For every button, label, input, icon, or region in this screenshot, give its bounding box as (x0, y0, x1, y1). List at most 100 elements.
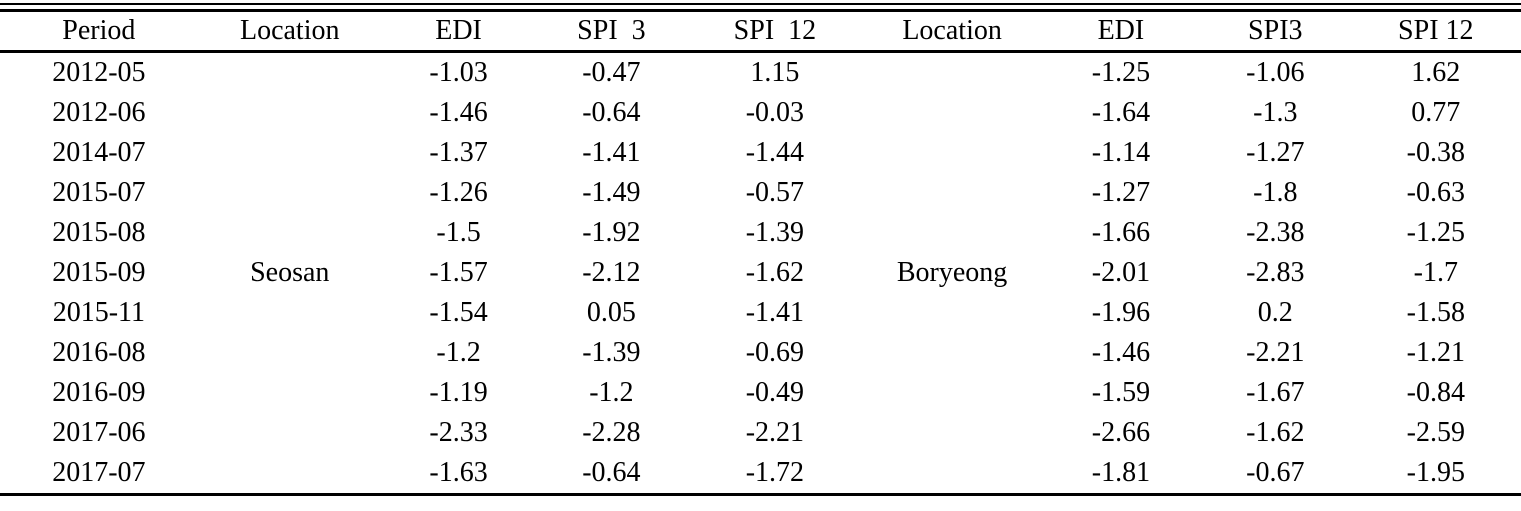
value-cell: -0.64 (582, 97, 641, 128)
value-cell: -2.33 (429, 417, 488, 448)
col-header-spi12-left: SPI 12 (687, 10, 863, 53)
table-row: 2016-09 -1.19 -1.2 -0.49 -1.59 -1.67 -0.… (0, 373, 1521, 413)
value-cell: -1.46 (429, 97, 488, 128)
period-cell: 2014-07 (52, 137, 146, 168)
value-cell: -1.3 (1253, 97, 1298, 128)
col-header-edi-right: EDI (1041, 10, 1200, 53)
location-cell-left: Seosan (250, 257, 330, 288)
value-cell: -1.66 (1091, 217, 1151, 248)
value-cell: -1.8 (1253, 177, 1298, 208)
value-cell: -1.26 (429, 177, 488, 208)
col-header-edi-left: EDI (381, 10, 536, 53)
table-row: 2015-11 -1.54 0.05 -1.41 -1.96 0.2 -1.58 (0, 293, 1521, 333)
value-cell: -1.63 (429, 457, 488, 488)
value-cell: -0.69 (745, 337, 805, 368)
value-cell: -2.59 (1406, 417, 1465, 448)
value-cell: -2.01 (1091, 257, 1151, 288)
period-cell: 2015-08 (52, 217, 146, 248)
value-cell: -1.58 (1406, 297, 1465, 328)
period-cell: 2016-09 (52, 377, 146, 408)
table-row: 2012-06 -1.46 -0.64 -0.03 -1.64 -1.3 0.7… (0, 93, 1521, 133)
value-cell: -1.57 (429, 257, 488, 288)
value-cell: -1.03 (429, 57, 488, 88)
value-cell: 0.05 (586, 297, 636, 328)
value-cell: -1.95 (1406, 457, 1465, 488)
period-cell: 2015-09 (52, 257, 146, 288)
location-cell-right: Boryeong (896, 257, 1008, 288)
value-cell: -1.39 (582, 337, 641, 368)
value-cell: -1.62 (745, 257, 805, 288)
value-cell: -1.19 (429, 377, 488, 408)
value-cell: -1.25 (1406, 217, 1465, 248)
value-cell: -1.27 (1246, 137, 1305, 168)
value-cell: -1.37 (429, 137, 488, 168)
value-cell: -1.96 (1091, 297, 1151, 328)
period-cell: 2012-05 (52, 57, 146, 88)
value-cell: -2.12 (582, 257, 641, 288)
period-cell: 2012-06 (52, 97, 146, 128)
table-row: 2015-08 -1.5 -1.92 -1.39 -1.66 -2.38 -1.… (0, 213, 1521, 253)
value-cell: -0.63 (1406, 177, 1465, 208)
table-row: 2016-08 -1.2 -1.39 -0.69 -1.46 -2.21 -1.… (0, 333, 1521, 373)
value-cell: -0.57 (745, 177, 805, 208)
value-cell: -1.21 (1406, 337, 1465, 368)
value-cell: 1.62 (1411, 57, 1461, 88)
value-cell: -1.25 (1091, 57, 1151, 88)
value-cell: -1.92 (582, 217, 641, 248)
col-header-spi12-right: SPI 12 (1350, 10, 1521, 53)
period-cell: 2015-11 (52, 297, 145, 328)
col-header-period: Period (0, 10, 198, 53)
period-cell: 2017-06 (52, 417, 146, 448)
col-header-spi3-right: SPI3 (1200, 10, 1351, 53)
table-row: 2015-07 -1.26 -1.49 -0.57 -1.27 -1.8 -0.… (0, 173, 1521, 213)
top-double-rule-upper (0, 3, 1521, 5)
table-row: 2012-05 Seosan -1.03 -0.47 1.15 Boryeong… (0, 52, 1521, 288)
drought-indices-table: Period Location EDI SPI 3 SPI 12 Locatio… (0, 9, 1521, 496)
value-cell: -1.64 (1091, 97, 1151, 128)
value-cell: -1.06 (1246, 57, 1305, 88)
value-cell: -0.84 (1406, 377, 1465, 408)
value-cell: -1.39 (745, 217, 805, 248)
value-cell: -1.72 (745, 457, 805, 488)
value-cell: -1.2 (589, 377, 634, 408)
value-cell: -2.66 (1091, 417, 1151, 448)
value-cell: -0.03 (745, 97, 805, 128)
period-cell: 2016-08 (52, 337, 146, 368)
value-cell: -1.59 (1091, 377, 1151, 408)
value-cell: -0.38 (1406, 137, 1465, 168)
value-cell: -2.21 (1246, 337, 1305, 368)
col-header-spi3-left: SPI 3 (535, 10, 688, 53)
col-header-location-right: Location (862, 10, 1042, 53)
value-cell: -0.49 (745, 377, 805, 408)
col-header-location-left: Location (197, 10, 382, 53)
value-cell: -1.2 (436, 337, 481, 368)
value-cell: -1.44 (745, 137, 805, 168)
value-cell: -1.49 (582, 177, 641, 208)
value-cell: -0.47 (582, 57, 641, 88)
period-cell: 2017-07 (52, 457, 146, 488)
value-cell: -2.83 (1246, 257, 1305, 288)
value-cell: -0.67 (1246, 457, 1305, 488)
value-cell: -1.41 (582, 137, 641, 168)
header-row: Period Location EDI SPI 3 SPI 12 Locatio… (0, 10, 1521, 53)
value-cell: -1.5 (436, 217, 481, 248)
table-row: 2017-06 -2.33 -2.28 -2.21 -2.66 -1.62 -2… (0, 413, 1521, 453)
value-cell: -1.27 (1091, 177, 1151, 208)
value-cell: -1.7 (1413, 257, 1458, 288)
value-cell: -1.62 (1246, 417, 1305, 448)
value-cell: -2.21 (745, 417, 805, 448)
value-cell: -1.46 (1091, 337, 1151, 368)
value-cell: -0.64 (582, 457, 641, 488)
value-cell: 0.2 (1257, 297, 1293, 328)
value-cell: -1.81 (1091, 457, 1151, 488)
value-cell: -1.14 (1091, 137, 1151, 168)
value-cell: -1.54 (429, 297, 488, 328)
value-cell: 0.77 (1411, 97, 1461, 128)
value-cell: -1.41 (745, 297, 805, 328)
value-cell: -2.38 (1246, 217, 1305, 248)
table-row: 2015-09 -1.57 -2.12 -1.62 -2.01 -2.83 -1… (0, 253, 1521, 293)
value-cell: 1.15 (750, 57, 800, 88)
period-cell: 2015-07 (52, 177, 146, 208)
table-row: 2014-07 -1.37 -1.41 -1.44 -1.14 -1.27 -0… (0, 133, 1521, 173)
